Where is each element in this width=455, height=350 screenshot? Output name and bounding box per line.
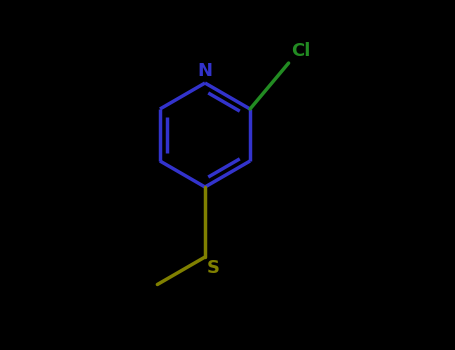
Text: N: N bbox=[197, 62, 212, 80]
Text: S: S bbox=[207, 259, 220, 277]
Text: Cl: Cl bbox=[292, 42, 311, 60]
